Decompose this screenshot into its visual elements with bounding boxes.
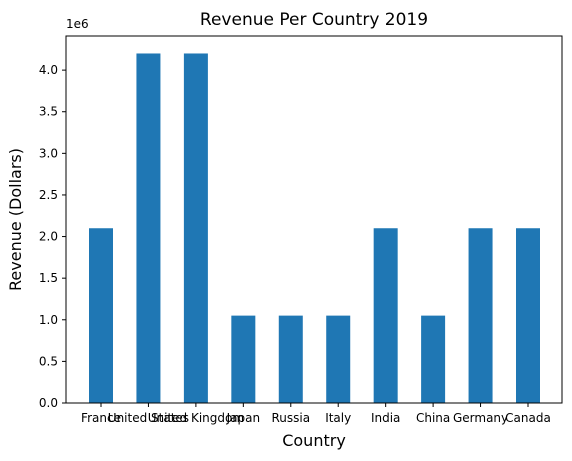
x-tick-label: Japan xyxy=(226,411,260,425)
y-tick-label: 3.0 xyxy=(39,146,58,160)
x-tick-label: United Kingdom xyxy=(148,411,244,425)
y-tick-label: 0.5 xyxy=(39,354,58,368)
x-axis-label: Country xyxy=(282,431,346,450)
bar xyxy=(278,315,303,403)
x-tick-label: Germany xyxy=(453,411,508,425)
plot-frame xyxy=(65,35,563,404)
x-tick-label: China xyxy=(416,411,450,425)
x-tick-label: Canada xyxy=(505,411,551,425)
bar xyxy=(468,228,493,403)
y-offset-label: 1e6 xyxy=(66,17,89,31)
x-tick-label: United States xyxy=(108,411,189,425)
y-tick-label: 4.0 xyxy=(39,63,58,77)
y-axis-ticks: 0.0 0.5 1.0 1.5 2.0 2.5 3.0 3.5 4.0 xyxy=(39,63,66,410)
y-tick-label: 2.0 xyxy=(39,230,58,244)
bar xyxy=(183,53,208,403)
bar xyxy=(136,53,161,403)
bar xyxy=(516,228,540,403)
x-tick-label: India xyxy=(371,411,400,425)
bar xyxy=(89,228,113,403)
y-axis-label: Revenue (Dollars) xyxy=(6,148,25,291)
y-tick-label: 1.5 xyxy=(39,271,58,285)
y-tick-label: 3.5 xyxy=(39,105,58,119)
x-tick-label: France xyxy=(81,411,121,425)
bars xyxy=(89,53,540,403)
y-tick-label: 2.5 xyxy=(39,188,58,202)
y-tick-label: 1.0 xyxy=(39,313,58,327)
bar xyxy=(373,228,398,403)
x-tick-label: Russia xyxy=(271,411,310,425)
x-tick-label: Italy xyxy=(325,411,351,425)
bar xyxy=(231,315,256,403)
bar xyxy=(326,315,351,403)
chart-title: Revenue Per Country 2019 xyxy=(200,10,428,30)
bar xyxy=(421,315,446,403)
y-tick-label: 0.0 xyxy=(39,396,58,410)
